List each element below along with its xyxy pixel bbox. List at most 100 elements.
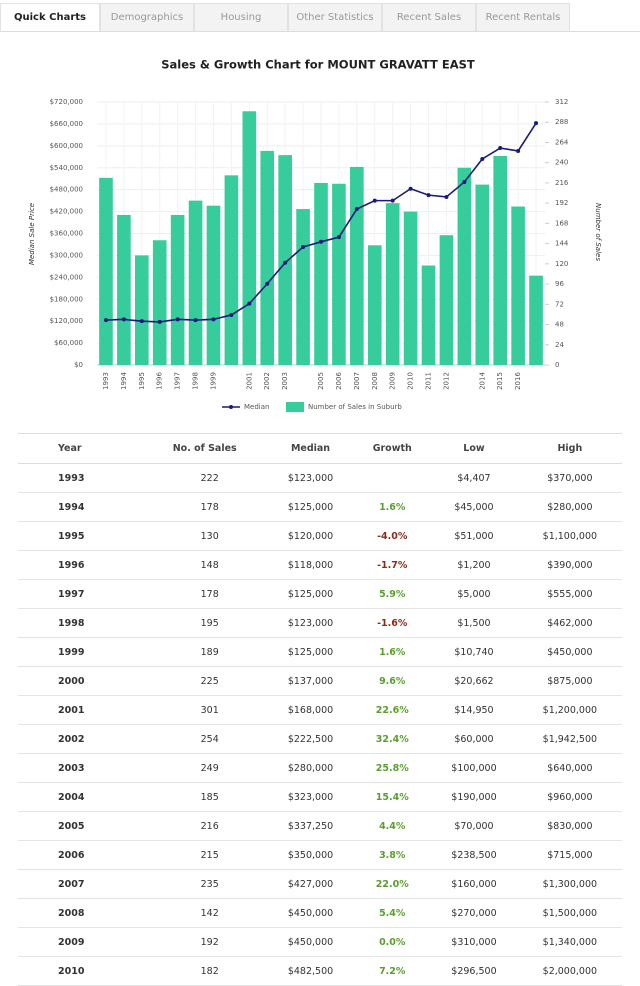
- table-row: 1996 148 $118,000 -1.7% $1,200 $390,000: [18, 550, 622, 580]
- bar: [260, 150, 275, 365]
- table-cell: $100,000: [430, 753, 518, 783]
- table-cell: $137,000: [266, 666, 355, 696]
- table-cell: $123,000: [266, 608, 355, 638]
- table-cell: $310,000: [430, 927, 518, 957]
- bar: [350, 166, 364, 365]
- x-tick-label: 2006: [335, 372, 343, 390]
- tab[interactable]: Quick Charts: [0, 3, 100, 31]
- y2-axis-label: Number of Sales: [594, 203, 602, 261]
- table-cell: $830,000: [517, 811, 622, 841]
- table-cell: 32.4%: [354, 724, 431, 754]
- x-tick-label: 2016: [514, 372, 522, 390]
- table-cell: $118,000: [266, 550, 355, 580]
- line-point: [390, 198, 395, 203]
- x-tick-label: 2014: [478, 372, 486, 390]
- bar: [511, 206, 525, 365]
- x-tick-label: 2011: [425, 372, 433, 390]
- table-cell: $450,000: [517, 637, 622, 667]
- table-cell: $51,000: [430, 521, 518, 551]
- table-cell: $238,500: [430, 840, 518, 870]
- line-point: [354, 207, 359, 212]
- table-cell: 182: [142, 956, 267, 986]
- table-cell: 1.6%: [354, 637, 431, 667]
- table-cell: $190,000: [430, 782, 518, 812]
- table-cell: $4,407: [430, 463, 518, 493]
- table-cell: -4.0%: [354, 521, 431, 551]
- table-cell: 2005: [18, 811, 143, 841]
- table-cell: 1995: [18, 521, 143, 551]
- table-cell: 189: [142, 637, 267, 667]
- table-cell: 195: [142, 608, 267, 638]
- line-point: [265, 281, 270, 286]
- table-cell: $20,662: [430, 666, 518, 696]
- table-cell: $125,000: [266, 637, 355, 667]
- table-cell: 2010: [18, 956, 143, 986]
- table-cell: 22.6%: [354, 695, 431, 725]
- line-point: [372, 198, 377, 203]
- table-cell: $1,500: [430, 608, 518, 638]
- table-row: 1998 195 $123,000 -1.6% $1,500 $462,000: [18, 608, 622, 638]
- table-cell: 185: [142, 782, 267, 812]
- tab-bar: Quick Charts Demographics Housing Other Sta…: [0, 0, 640, 32]
- line-point: [319, 239, 323, 244]
- table-cell: $10,740: [430, 637, 518, 667]
- tab[interactable]: Housing: [194, 3, 288, 31]
- table-cell: $555,000: [517, 579, 622, 609]
- y-tick-label: $300,000: [50, 251, 83, 259]
- x-tick-label: 2002: [263, 372, 271, 390]
- table-cell: 2000: [18, 666, 143, 696]
- line-point: [301, 245, 306, 250]
- y2-tick-label: 288: [555, 118, 568, 126]
- table-cell: 2007: [18, 869, 143, 899]
- table-row: 2009 192 $450,000 0.0% $310,000 $1,340,000: [18, 927, 622, 957]
- table-row: 1999 189 $125,000 1.6% $10,740 $450,000: [18, 637, 622, 667]
- x-tick-label: 2010: [407, 372, 415, 390]
- y2-tick-label: 144: [555, 240, 569, 248]
- column-header: Median: [266, 433, 355, 464]
- table-row: 1994 178 $125,000 1.6% $45,000 $280,000: [18, 492, 622, 522]
- tab[interactable]: Recent Rentals: [476, 3, 570, 31]
- table-cell: $482,500: [266, 956, 355, 986]
- tab[interactable]: Recent Sales: [382, 3, 476, 31]
- y2-tick-label: 96: [555, 280, 564, 288]
- line-point: [462, 179, 467, 184]
- table-cell: 1994: [18, 492, 143, 522]
- bar: [99, 177, 113, 365]
- table-cell: $337,250: [266, 811, 355, 841]
- table-cell: 2009: [18, 927, 143, 957]
- tab[interactable]: Other Statistics: [288, 3, 382, 31]
- y-tick-label: $0: [74, 361, 83, 369]
- table-cell: $1,300,000: [517, 869, 622, 899]
- bar: [152, 240, 167, 365]
- tab[interactable]: Demographics: [100, 3, 194, 31]
- table-cell: [354, 463, 431, 493]
- table-cell: 2002: [18, 724, 143, 754]
- legend-swatch: [286, 402, 304, 412]
- table-row: 2003 249 $280,000 25.8% $100,000 $640,000: [18, 753, 622, 783]
- y-tick-label: $660,000: [50, 120, 83, 128]
- table-cell: 301: [142, 695, 267, 725]
- table-cell: $160,000: [430, 869, 518, 899]
- chart-title: Sales & Growth Chart for MOUNT GRAVATT E…: [161, 58, 475, 72]
- line-point: [534, 121, 539, 126]
- table-cell: 2001: [18, 695, 143, 725]
- table-cell: 142: [142, 898, 267, 928]
- table-cell: $1,942,500: [517, 724, 622, 754]
- x-tick-label: 2007: [353, 372, 361, 390]
- table-cell: $120,000: [266, 521, 355, 551]
- y-tick-label: $540,000: [50, 164, 83, 172]
- table-cell: 249: [142, 753, 267, 783]
- column-header: Growth: [354, 433, 431, 464]
- table-cell: $640,000: [517, 753, 622, 783]
- y-tick-label: $720,000: [50, 98, 83, 106]
- bar: [403, 211, 418, 365]
- line-point: [336, 235, 341, 240]
- table-row: 2002 254 $222,500 32.4% $60,000 $1,942,500: [18, 724, 622, 754]
- table-cell: -1.6%: [354, 608, 431, 638]
- bar: [224, 175, 239, 365]
- table-cell: 5.4%: [354, 898, 431, 928]
- line-point: [211, 317, 216, 322]
- table-cell: 192: [142, 927, 267, 957]
- y-tick-label: $600,000: [50, 142, 83, 150]
